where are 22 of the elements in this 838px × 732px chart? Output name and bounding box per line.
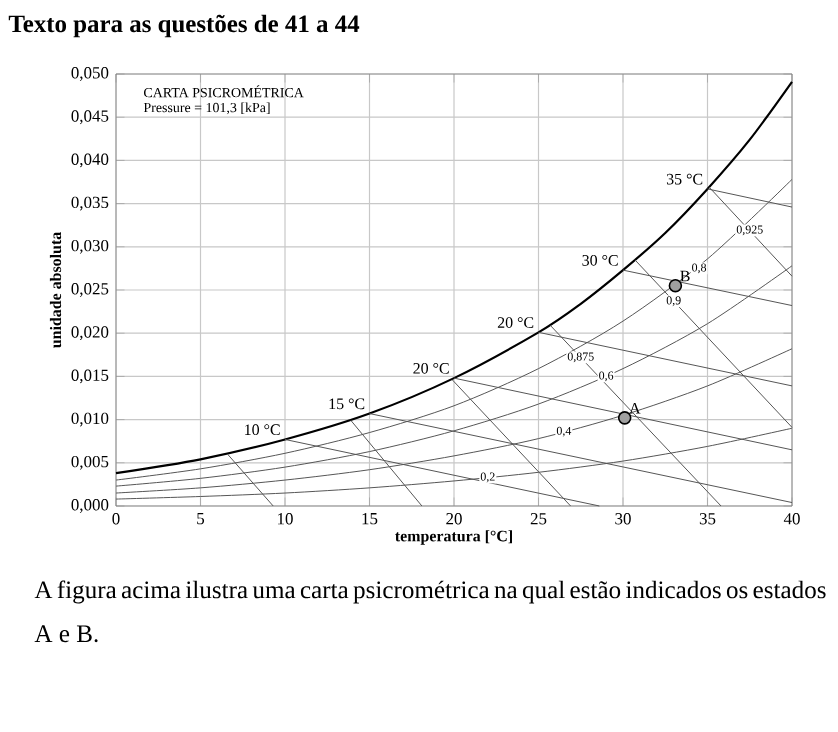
- y-tick-label: 0,015: [71, 369, 109, 384]
- y-tick-label: 0,020: [71, 326, 109, 341]
- x-tick-label: 40: [783, 513, 800, 525]
- y-tick-label: 0,025: [71, 283, 109, 297]
- x-tick-label: 0: [112, 513, 120, 525]
- x-tick-label: 15: [362, 513, 378, 525]
- y-tick-label: 0,010: [71, 412, 109, 427]
- text: A figura acima ilustra uma carta psicrométrica na qual estão indicados os estados A e B.: [34, 580, 826, 643]
- x-tick-label: 20: [446, 513, 462, 525]
- x-tick-label: 10: [278, 513, 293, 525]
- x-tick-label: 35: [699, 513, 716, 525]
- y-tick-label: 0,045: [71, 110, 109, 125]
- x-tick-label: 25: [530, 513, 547, 525]
- y-tick-label: 0,050: [71, 67, 109, 81]
- y-tick-label: 0,005: [71, 455, 109, 470]
- x-tick-label: 30: [615, 513, 631, 525]
- x-tick-label: 5: [197, 513, 205, 525]
- y-tick-label: 0,000: [71, 499, 109, 513]
- y-tick-label: 0,035: [71, 196, 109, 211]
- y-tick-label: 0,030: [71, 239, 109, 254]
- chart-title: Texto para as questões de 41 a 44: [8, 14, 360, 38]
- y-tick-label: 0,040: [71, 153, 109, 168]
